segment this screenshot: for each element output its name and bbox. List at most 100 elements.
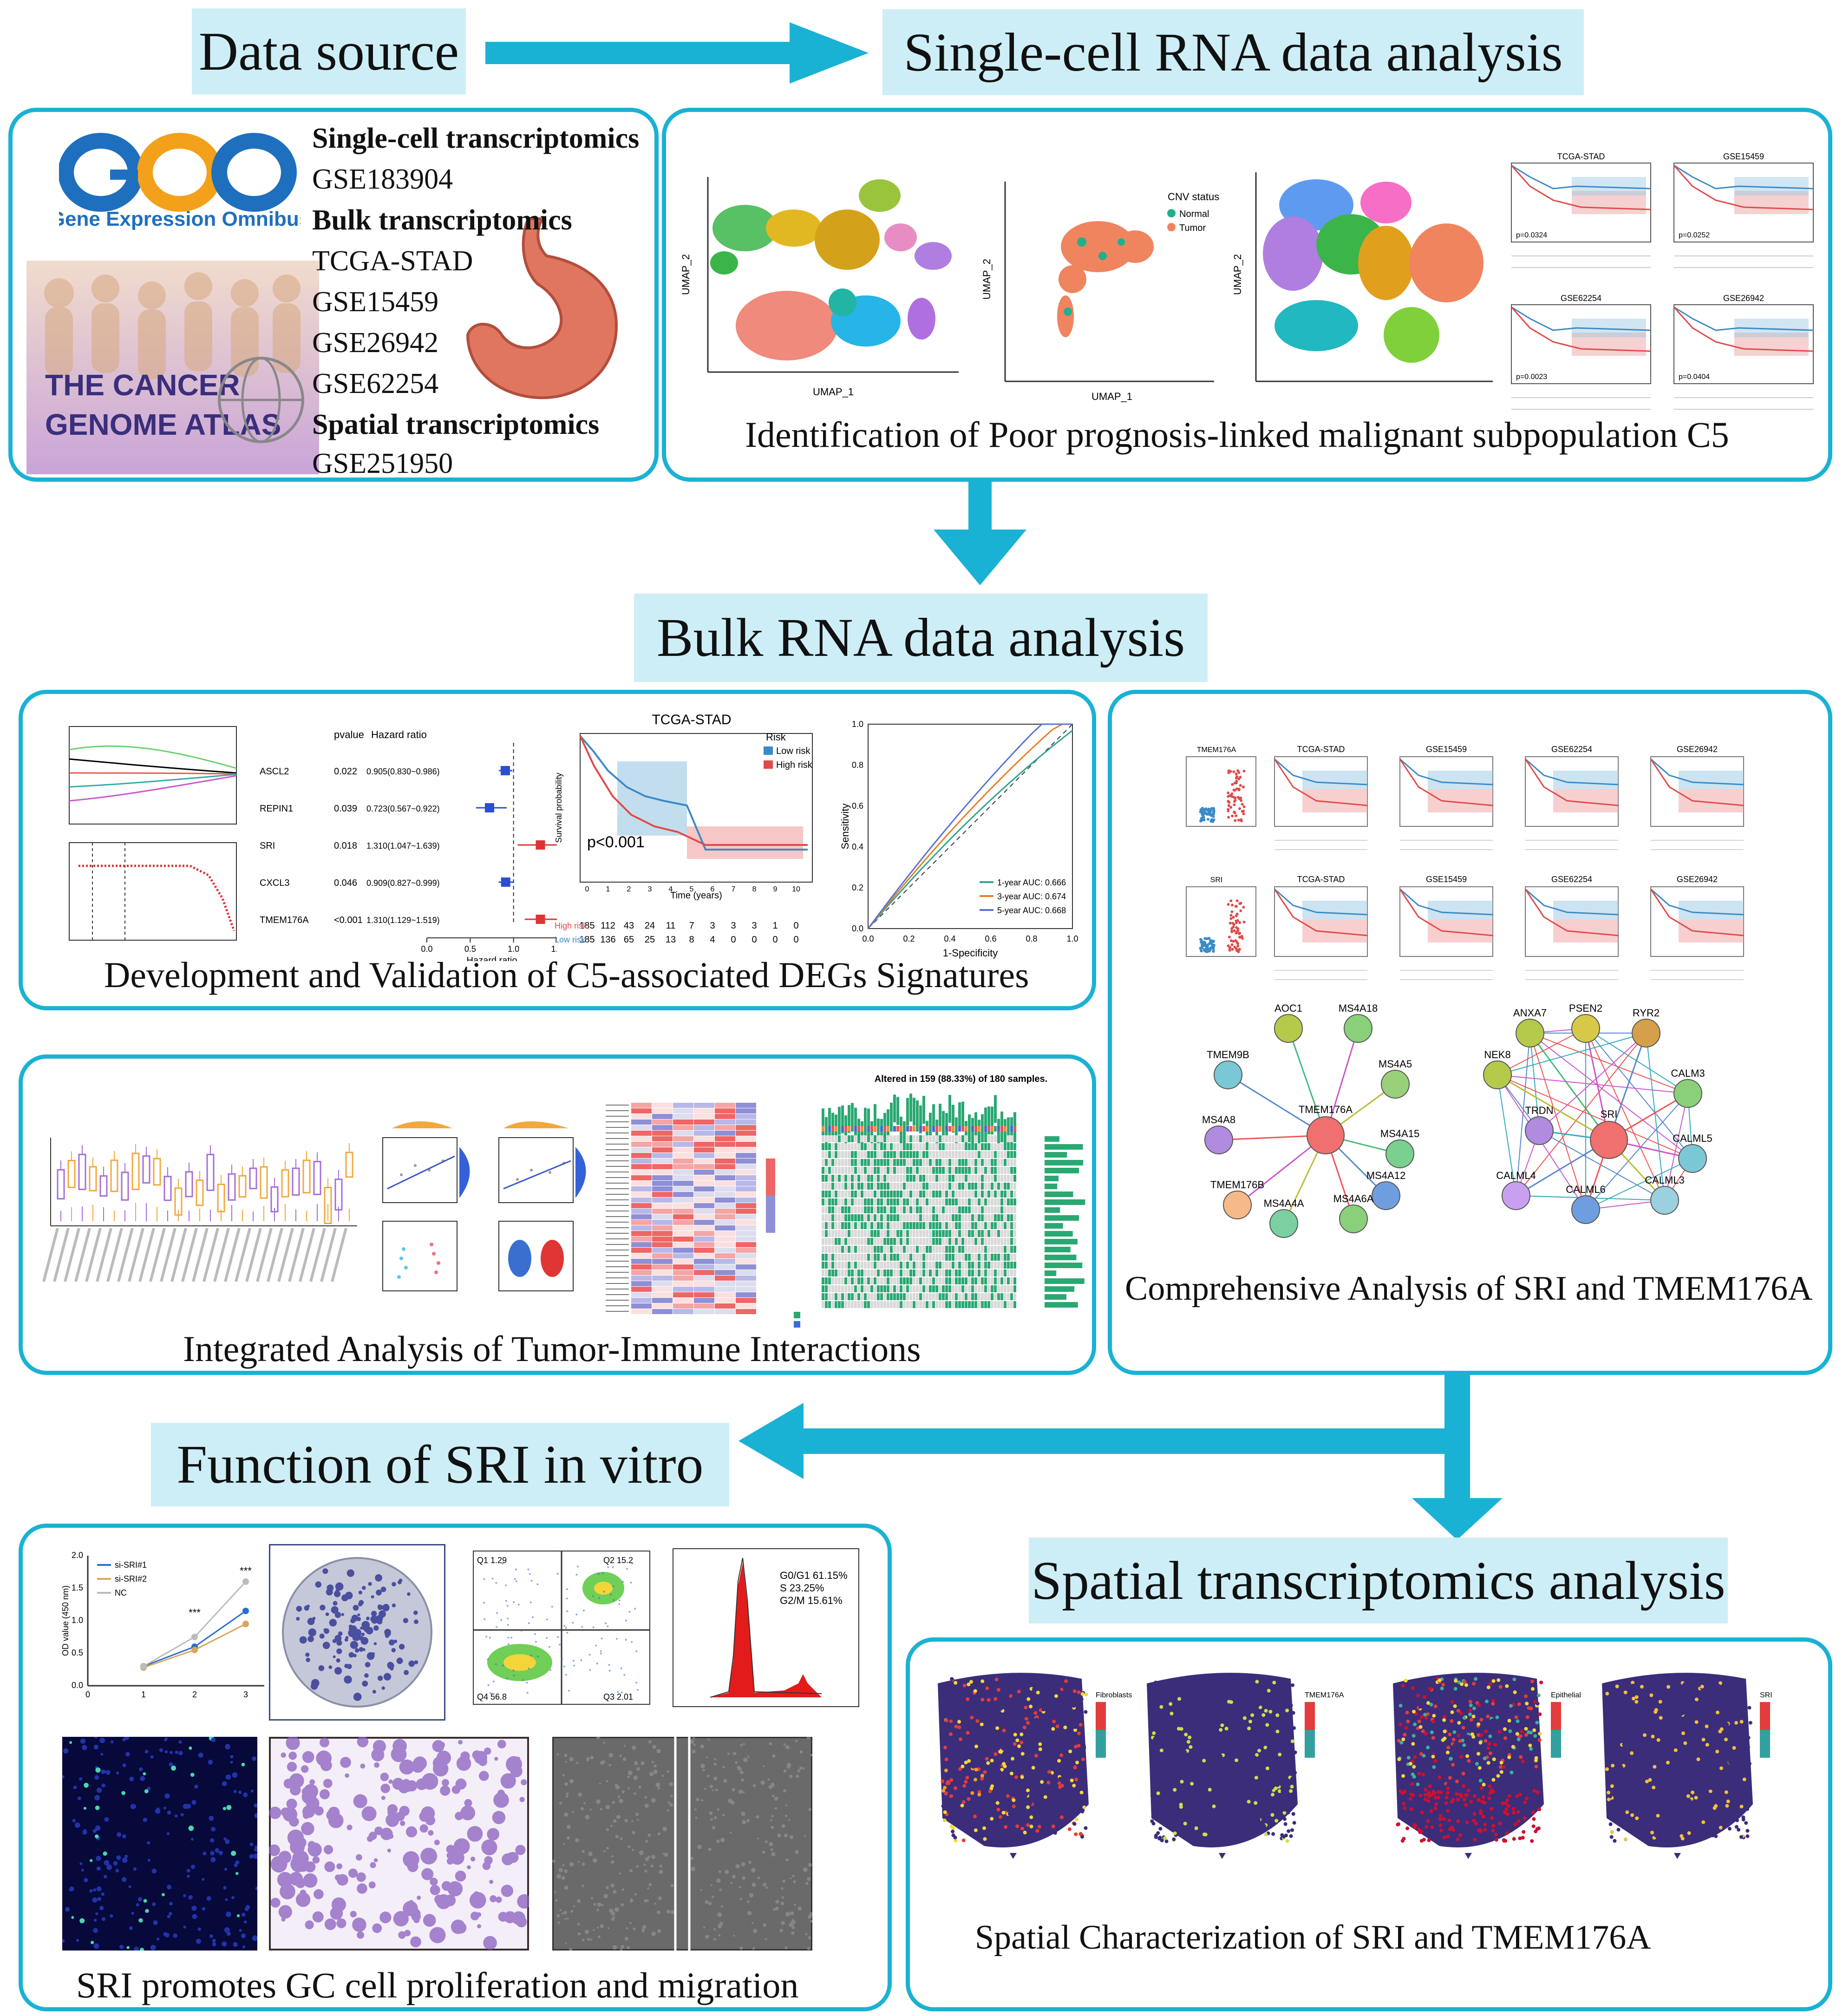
box xyxy=(281,1169,289,1198)
forest-hr: 1.310(1.129~1.519) xyxy=(366,916,440,925)
network-node xyxy=(1502,1181,1530,1210)
network-node-label: TMEM176B xyxy=(1210,1179,1264,1191)
km-legend-low: Low risk xyxy=(776,746,810,756)
oncoprint: Altered in 159 (88.33%) of 180 samples. xyxy=(794,1074,1085,1328)
network-node xyxy=(1372,1181,1400,1210)
expr-km-title: GSE62254 xyxy=(1551,745,1592,754)
network-node xyxy=(1632,1019,1660,1047)
comprehensive-panel: TMEM176A TCGA-STAD GSE15459 GSE62254 GSE2694… xyxy=(1108,690,1832,1375)
expr-km-title: GSE15459 xyxy=(1426,875,1467,884)
roc-plot: 1-year AUC: 0.666 3-year AUC: 0.674 5-year… xyxy=(840,720,1078,959)
network-node-label: CALML6 xyxy=(1566,1184,1606,1195)
svg-text:6: 6 xyxy=(711,885,715,893)
risk-table-low: 136 xyxy=(600,935,615,945)
box xyxy=(57,1169,65,1200)
axis-label: UMAP_2 xyxy=(1233,254,1243,295)
risk-table-low: 185 xyxy=(579,935,595,945)
correlation-heatmap xyxy=(606,1103,775,1314)
svg-text:0.6: 0.6 xyxy=(985,934,996,943)
svg-text:3: 3 xyxy=(243,1690,248,1699)
forest-point xyxy=(484,803,494,812)
svg-text:1: 1 xyxy=(141,1690,146,1699)
svg-text:0: 0 xyxy=(585,885,589,893)
spatial-panel: Fibroblasts TMEM176A Epithelial SRI Spatial… xyxy=(906,1637,1832,2011)
forest-hr: 0.905(0.830~0.986) xyxy=(366,767,440,776)
legend-label: Normal xyxy=(1179,209,1209,219)
box xyxy=(131,1152,140,1191)
risk-table-high: 0 xyxy=(793,921,798,931)
network-node-label: TRDN xyxy=(1525,1105,1553,1116)
spatial-map-label: Epithelial xyxy=(1551,1691,1581,1699)
svg-text:1.0: 1.0 xyxy=(1066,934,1078,943)
transwell-image xyxy=(269,1737,529,1951)
svg-text:1.5: 1.5 xyxy=(72,1583,83,1592)
forest-gene: ASCL2 xyxy=(260,766,289,777)
risk-table-low: 0 xyxy=(731,935,736,945)
km-pvalue: p=0.0023 xyxy=(1516,373,1547,381)
forest-point xyxy=(536,840,545,850)
network-node xyxy=(1381,1070,1410,1099)
km-pvalue: p=0.0252 xyxy=(1679,231,1710,239)
km-frame xyxy=(1511,304,1651,384)
forest-hr: 0.909(0.827~0.999) xyxy=(366,878,440,888)
cycle-label: G2/M 15.61% xyxy=(780,1595,843,1606)
km-frame xyxy=(1673,304,1814,384)
gene-label: SRI xyxy=(1210,876,1223,884)
network-node-label: MS4A18 xyxy=(1339,1002,1378,1014)
forest-point xyxy=(501,877,510,887)
forest-hr: 1.310(1.047~1.639) xyxy=(366,841,440,851)
umap-celltype-plot: UMAP_1 UMAP_2 xyxy=(680,177,959,398)
box xyxy=(67,1160,76,1188)
quadrant-label: Q2 15.2 xyxy=(603,1556,633,1565)
expr-km-title: TCGA-STAD xyxy=(1297,875,1345,884)
network-node xyxy=(1571,1014,1600,1043)
risk-table-high: 7 xyxy=(689,921,694,931)
box xyxy=(99,1175,108,1197)
arrow-source-to-singlecell xyxy=(485,22,869,84)
svg-text:0.0: 0.0 xyxy=(72,1681,83,1690)
forest-p: 0.022 xyxy=(334,766,357,777)
network-node-label: SRI xyxy=(1601,1108,1618,1120)
sc-item: GSE183904 xyxy=(312,164,453,195)
svg-text:4: 4 xyxy=(669,885,673,893)
svg-text:0.6: 0.6 xyxy=(852,801,863,811)
umap-cnv-plot: CNV status Normal Tumor UMAP_1 UMAP_2 xyxy=(982,182,1219,402)
flow-cytometry-plot: Q1 1.29 Q2 15.2 Q4 56.8 Q3 2.01 xyxy=(473,1551,650,1705)
quadrant-label: Q1 1.29 xyxy=(477,1556,507,1565)
km-title: TCGA-STAD xyxy=(1557,152,1605,161)
cycle-label: G0/G1 61.15% xyxy=(780,1570,848,1581)
spatial-maps: Fibroblasts TMEM176A Epithelial SRI xyxy=(938,1673,1772,1859)
svg-text:0.5: 0.5 xyxy=(72,1648,83,1657)
km-pvalue: p=0.0324 xyxy=(1516,231,1547,239)
signature-panel: pvalue Hazard ratio ASCL2 0.022 0.905(0.830~… xyxy=(19,690,1096,1010)
km-title: GSE15459 xyxy=(1723,152,1764,161)
expr-km-title: GSE26942 xyxy=(1677,875,1718,884)
bulk-item: GSE62254 xyxy=(312,368,439,399)
gene-label: TMEM176A xyxy=(1197,746,1236,754)
arrow-singlecell-to-bulk xyxy=(934,481,1026,585)
network-node xyxy=(1678,1144,1707,1173)
svg-text:3: 3 xyxy=(648,885,652,893)
forest-gene: REPIN1 xyxy=(260,804,293,814)
svg-text:1: 1 xyxy=(606,885,610,893)
spatial-map-label: SRI xyxy=(1760,1691,1772,1699)
function-panel: 0.0 0.5 1.0 1.5 2.0 0 1 2 3 si-SRI#1 si-SRI#2 NC ***… xyxy=(19,1524,892,2011)
single-cell-panel: UMAP_1 UMAP_2 CNV status Normal Tumor UM… xyxy=(662,108,1832,482)
tcga-illustration: THE CANCER GENOME ATLAS xyxy=(26,261,319,474)
network-node-label: MS4A4A xyxy=(1264,1198,1304,1209)
svg-text:5: 5 xyxy=(690,885,694,893)
network-node-label: ANXA7 xyxy=(1513,1007,1547,1019)
network-node-label: CALML4 xyxy=(1496,1170,1536,1181)
network-node-label: MS4A8 xyxy=(1202,1114,1235,1126)
title-single-cell: Single-cell RNA data analysis xyxy=(882,9,1584,95)
network-node-label: NEK8 xyxy=(1484,1049,1510,1060)
stomach-icon xyxy=(466,217,618,399)
bulk-item: TCGA-STAD xyxy=(312,245,473,277)
immune-caption: Integrated Analysis of Tumor-Immune Inte… xyxy=(183,1329,921,1369)
legend-label: Tumor xyxy=(1179,223,1206,233)
expr-km-title: GSE15459 xyxy=(1426,745,1467,754)
roc-auc-label: 3-year AUC: 0.674 xyxy=(997,892,1066,901)
title-function: Function of SRI in vitro xyxy=(151,1423,729,1506)
svg-text:2.0: 2.0 xyxy=(72,1551,83,1560)
